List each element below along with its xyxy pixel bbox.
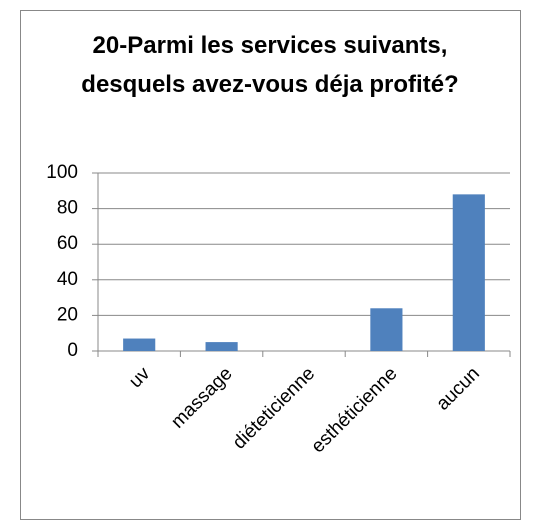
x-tick-label: uv [125, 363, 154, 392]
x-tick-label: diéteticienne [229, 363, 319, 453]
x-tick-label: massage [167, 363, 236, 432]
bar [370, 308, 403, 351]
y-tick-label: 80 [57, 198, 78, 219]
y-tick-label: 60 [57, 233, 78, 254]
x-tick-label: esthéticienne [307, 363, 401, 457]
bar [123, 338, 156, 351]
y-tick-label: 40 [57, 269, 78, 290]
y-tick-label: 100 [46, 162, 78, 183]
y-tick-label: 0 [67, 340, 78, 361]
x-tick-label: aucun [432, 363, 483, 414]
y-tick-label: 20 [57, 304, 78, 325]
chart-border [20, 10, 521, 520]
bar [452, 194, 485, 351]
chart-title: 20-Parmi les services suivants, desquels… [81, 32, 459, 98]
bar [205, 342, 238, 351]
